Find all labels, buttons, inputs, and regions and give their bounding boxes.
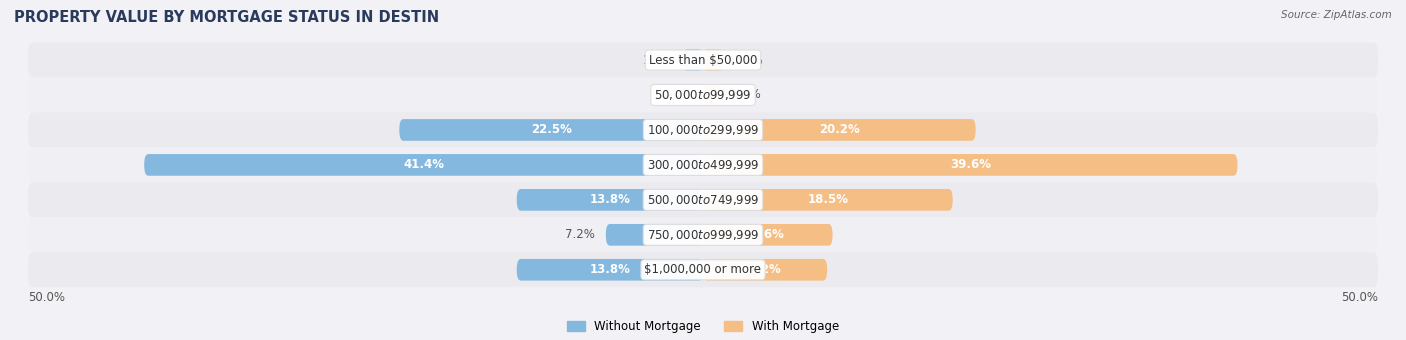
Text: 7.2%: 7.2%: [565, 228, 595, 241]
Legend: Without Mortgage, With Mortgage: Without Mortgage, With Mortgage: [562, 315, 844, 338]
FancyBboxPatch shape: [703, 189, 953, 211]
Text: PROPERTY VALUE BY MORTGAGE STATUS IN DESTIN: PROPERTY VALUE BY MORTGAGE STATUS IN DES…: [14, 10, 439, 25]
FancyBboxPatch shape: [145, 154, 703, 176]
FancyBboxPatch shape: [703, 49, 723, 71]
Text: Source: ZipAtlas.com: Source: ZipAtlas.com: [1281, 10, 1392, 20]
Text: 18.5%: 18.5%: [807, 193, 848, 206]
Text: 1.3%: 1.3%: [731, 88, 761, 101]
FancyBboxPatch shape: [28, 42, 1378, 78]
Text: 9.6%: 9.6%: [751, 228, 785, 241]
Text: 13.8%: 13.8%: [589, 193, 630, 206]
Text: $750,000 to $999,999: $750,000 to $999,999: [647, 228, 759, 242]
Text: 39.6%: 39.6%: [949, 158, 991, 171]
FancyBboxPatch shape: [28, 217, 1378, 252]
FancyBboxPatch shape: [28, 113, 1378, 148]
Text: 13.8%: 13.8%: [589, 263, 630, 276]
FancyBboxPatch shape: [517, 259, 703, 280]
Text: 22.5%: 22.5%: [530, 123, 572, 136]
FancyBboxPatch shape: [606, 224, 703, 246]
FancyBboxPatch shape: [399, 119, 703, 141]
FancyBboxPatch shape: [703, 154, 1237, 176]
FancyBboxPatch shape: [28, 78, 1378, 113]
Text: $50,000 to $99,999: $50,000 to $99,999: [654, 88, 752, 102]
Text: 41.4%: 41.4%: [404, 158, 444, 171]
FancyBboxPatch shape: [683, 49, 703, 71]
Text: 1.5%: 1.5%: [643, 53, 672, 67]
Text: $100,000 to $299,999: $100,000 to $299,999: [647, 123, 759, 137]
Text: $500,000 to $749,999: $500,000 to $749,999: [647, 193, 759, 207]
FancyBboxPatch shape: [28, 148, 1378, 182]
Text: 0.0%: 0.0%: [662, 88, 692, 101]
FancyBboxPatch shape: [517, 189, 703, 211]
Text: 9.2%: 9.2%: [749, 263, 782, 276]
FancyBboxPatch shape: [28, 182, 1378, 217]
FancyBboxPatch shape: [703, 84, 720, 106]
Text: 1.5%: 1.5%: [734, 53, 763, 67]
Text: 50.0%: 50.0%: [28, 291, 65, 304]
FancyBboxPatch shape: [703, 259, 827, 280]
Text: $300,000 to $499,999: $300,000 to $499,999: [647, 158, 759, 172]
Text: $1,000,000 or more: $1,000,000 or more: [644, 263, 762, 276]
FancyBboxPatch shape: [703, 119, 976, 141]
Text: Less than $50,000: Less than $50,000: [648, 53, 758, 67]
Text: 20.2%: 20.2%: [818, 123, 859, 136]
Text: 50.0%: 50.0%: [1341, 291, 1378, 304]
FancyBboxPatch shape: [703, 224, 832, 246]
FancyBboxPatch shape: [28, 252, 1378, 287]
